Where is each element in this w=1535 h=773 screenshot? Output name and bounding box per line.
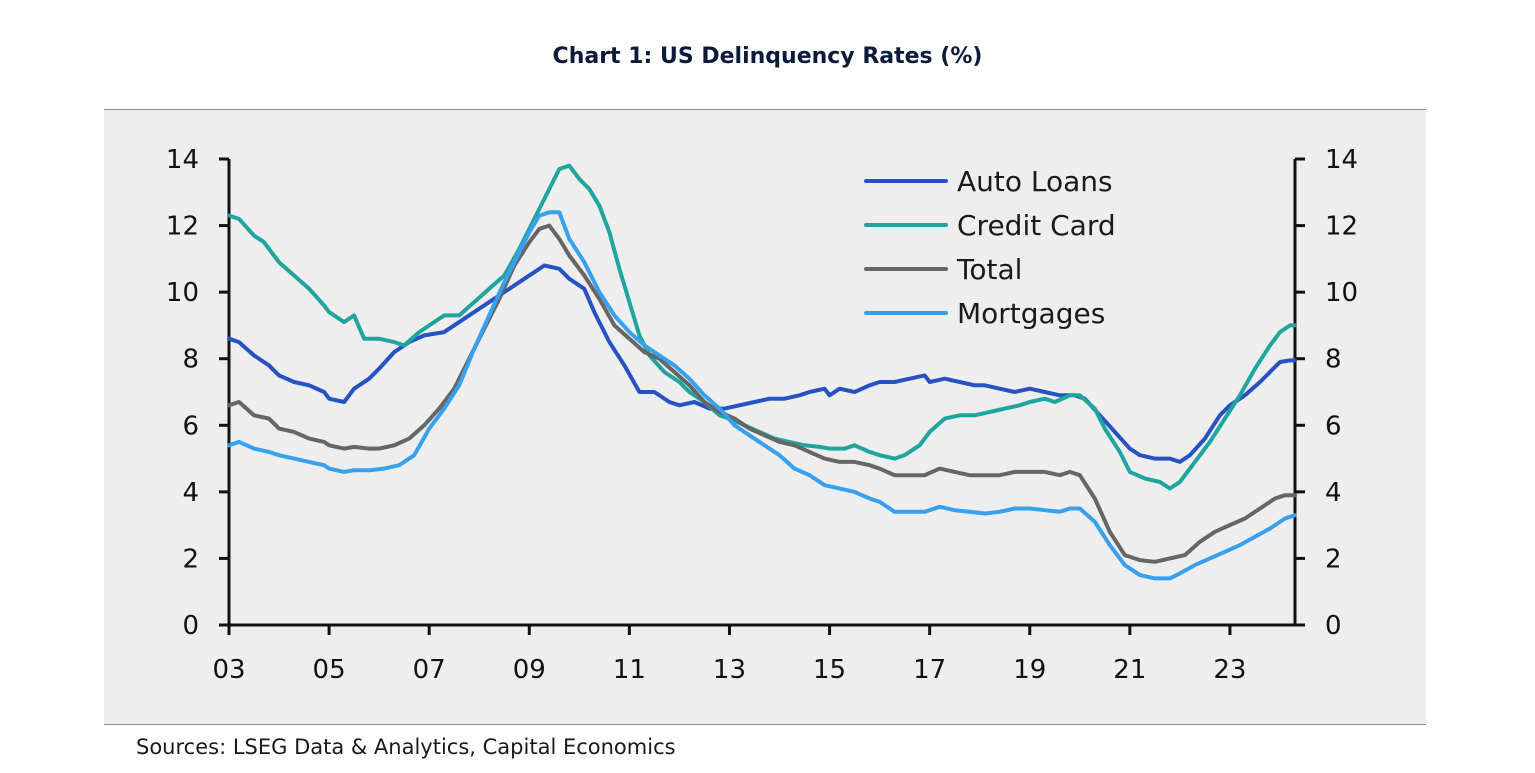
x-tick-label: 21 xyxy=(1113,655,1146,685)
y-tick-label-left: 0 xyxy=(182,611,199,641)
y-tick-label-right: 0 xyxy=(1325,611,1342,641)
x-tick-label: 07 xyxy=(413,655,446,685)
series-line-total xyxy=(227,223,1297,564)
x-tick-label: 19 xyxy=(1013,655,1046,685)
y-tick-label-left: 10 xyxy=(166,278,199,308)
legend: Auto Loans Credit Card Total Mortgages xyxy=(864,165,1116,330)
y-tick-label-right: 12 xyxy=(1325,212,1358,242)
x-tick-label: 03 xyxy=(212,655,245,685)
x-tick-label: 11 xyxy=(613,655,646,685)
x-tick-label: 23 xyxy=(1213,655,1246,685)
series-line-mortgages xyxy=(227,210,1297,581)
y-tick-label-left: 8 xyxy=(182,345,199,375)
x-tick-label: 05 xyxy=(313,655,346,685)
legend-label-auto-loans: Auto Loans xyxy=(957,165,1113,198)
top-rule xyxy=(104,109,1426,110)
legend-label-mortgages: Mortgages xyxy=(957,297,1105,330)
legend-label-total: Total xyxy=(956,253,1022,286)
y-tick-label-right: 8 xyxy=(1325,345,1342,375)
y-tick-label-right: 6 xyxy=(1325,411,1342,441)
y-tick-label-right: 2 xyxy=(1325,544,1342,574)
sources-note: Sources: LSEG Data & Analytics, Capital … xyxy=(136,735,676,759)
y-tick-label-left: 14 xyxy=(166,145,199,175)
y-tick-label-right: 14 xyxy=(1325,145,1358,175)
series-line-auto-loans xyxy=(227,263,1297,464)
y-tick-label-left: 2 xyxy=(182,544,199,574)
y-tick-label-right: 4 xyxy=(1325,478,1342,508)
y-tick-label-left: 4 xyxy=(182,478,199,508)
y-tick-label-left: 6 xyxy=(182,411,199,441)
x-tick-label: 15 xyxy=(813,655,846,685)
bottom-rule xyxy=(104,724,1426,725)
legend-label-credit-card: Credit Card xyxy=(957,209,1116,242)
y-tick-label-left: 12 xyxy=(166,212,199,242)
chart-title: Chart 1: US Delinquency Rates (%) xyxy=(552,44,983,69)
x-tick-label: 13 xyxy=(713,655,746,685)
x-tick-label: 09 xyxy=(513,655,546,685)
series-lines xyxy=(227,163,1297,581)
axes: 0 0 2 2 4 4 6 6 8 8 10 10 12 12 14 14 03 05 07 09 11 13 15 17 19… xyxy=(166,145,1358,685)
plot-panel xyxy=(104,110,1426,724)
x-tick-label: 17 xyxy=(913,655,946,685)
series-line-credit-card xyxy=(227,163,1297,491)
y-tick-label-right: 10 xyxy=(1325,278,1358,308)
